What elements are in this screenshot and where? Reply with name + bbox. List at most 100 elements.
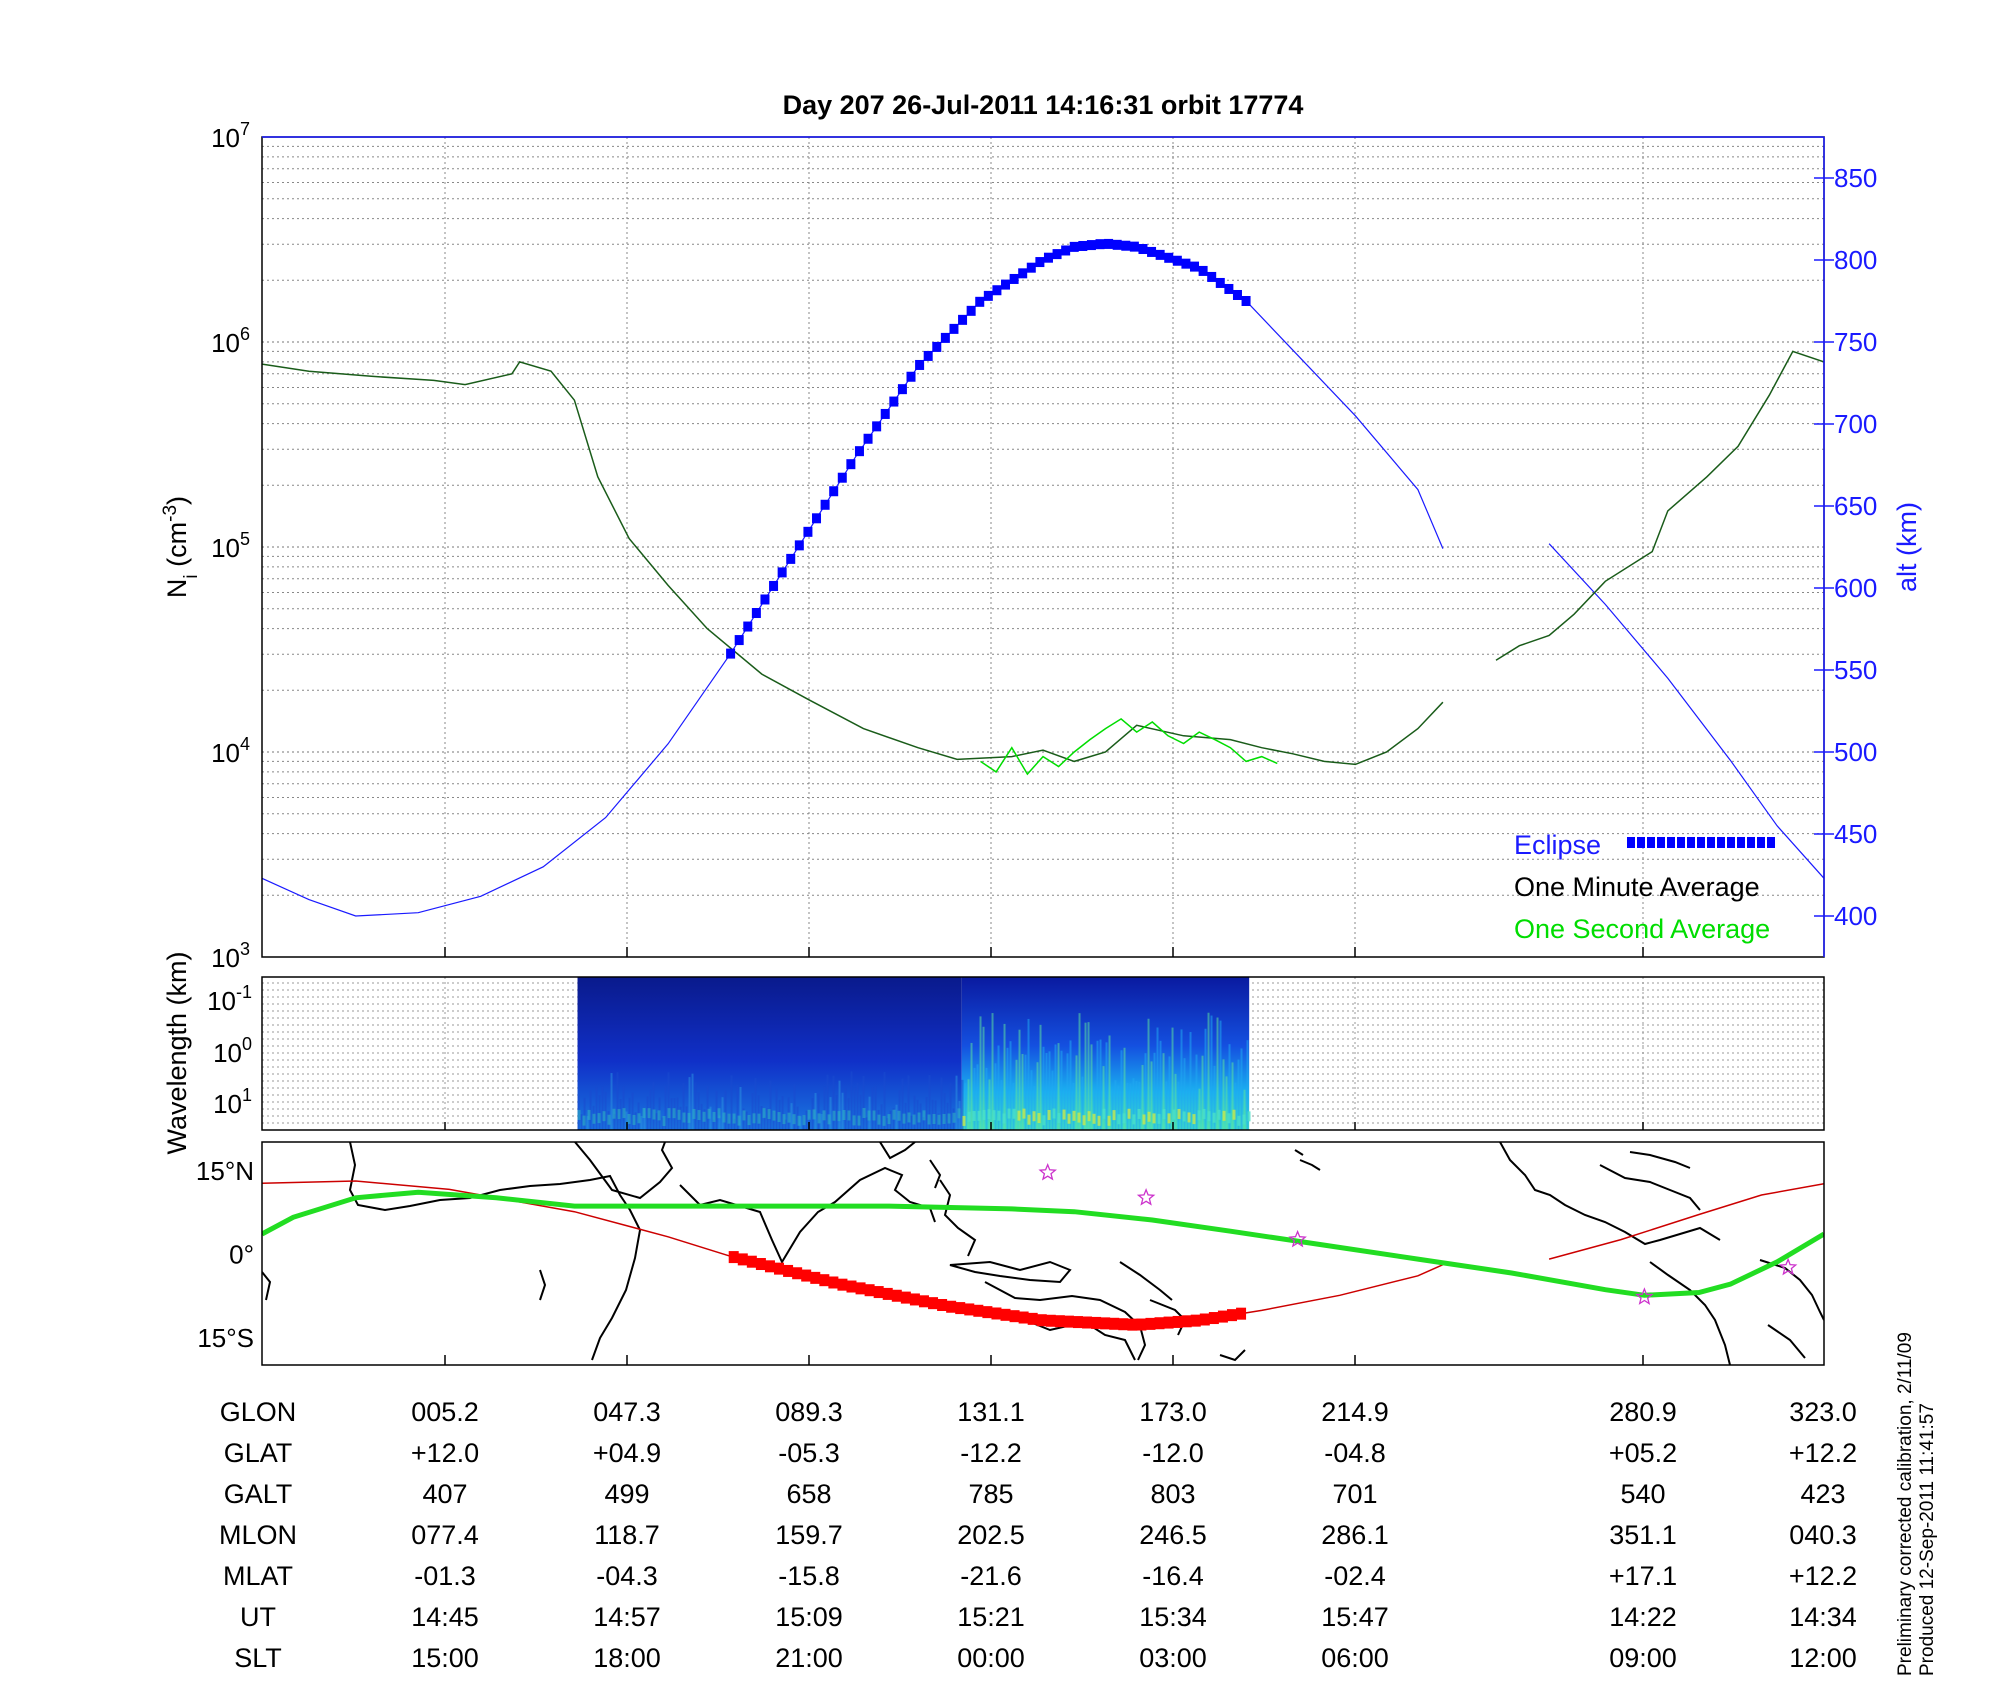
parameter-value: +17.1 [1609, 1561, 1677, 1591]
parameter-value: 00:00 [957, 1643, 1025, 1673]
eclipse-marker [923, 350, 933, 361]
map-star-marker [1288, 1229, 1307, 1248]
map-eclipse-marker [1082, 1316, 1093, 1329]
spectrogram-streak [1243, 1089, 1246, 1130]
spectrogram-streak [1225, 1076, 1228, 1130]
map-eclipse-marker [792, 1267, 803, 1280]
eclipse-marker [1095, 239, 1105, 250]
spectrogram-low-band [867, 1110, 871, 1121]
spectrogram-low-band [1057, 1113, 1061, 1124]
map-eclipse-marker [1054, 1315, 1065, 1328]
y-tick-label: 104 [211, 734, 250, 768]
parameter-value: 15:34 [1139, 1602, 1207, 1632]
spectrogram-streak [598, 1095, 601, 1130]
spectrogram-streak [1156, 1027, 1159, 1130]
eclipse-marker [983, 290, 993, 301]
spectrogram-streak [1099, 1039, 1102, 1130]
wavelength-axis-label: Wavelength (km) [162, 951, 192, 1154]
spectrogram-streak [1114, 1080, 1117, 1130]
map-eclipse-marker [1072, 1316, 1083, 1329]
spectrogram-low-band [617, 1109, 621, 1120]
wavelength-tick-label: 101 [213, 1085, 252, 1119]
spectrogram-streak [865, 1117, 868, 1130]
map-eclipse-marker [1136, 1318, 1147, 1331]
map-eclipse-marker [801, 1269, 812, 1282]
spectrogram-streak [1102, 1066, 1105, 1130]
spectrogram-low-band [1142, 1114, 1146, 1125]
altitude-tick-label: 750 [1834, 327, 1877, 357]
parameter-value: +05.2 [1609, 1438, 1677, 1468]
spectrogram-streak [733, 1118, 736, 1130]
spectrogram-streak [1078, 1013, 1081, 1130]
spectrogram-streak [913, 1095, 916, 1130]
spectrogram-streak [874, 1086, 877, 1130]
map-eclipse-marker [882, 1287, 893, 1300]
spectrogram-streak [805, 1110, 808, 1130]
spectrogram-low-band [977, 1110, 981, 1121]
spectrogram-streak [760, 1106, 763, 1130]
ion-density-y-ticks: 103 104 105 106 107 [211, 119, 250, 973]
spectrogram-streak [925, 1097, 928, 1130]
spectrogram-low-band [792, 1114, 796, 1125]
spectrogram-streak [1210, 1015, 1213, 1130]
legend-swatch [1687, 837, 1695, 848]
eclipse-marker [1069, 241, 1079, 252]
map-eclipse-marker [1208, 1312, 1219, 1325]
eclipse-marker [1043, 252, 1053, 263]
spectrogram-streak [1153, 1052, 1156, 1130]
y-tick-label: 103 [211, 939, 250, 973]
eclipse-marker [794, 540, 804, 551]
spectrogram-streak [1228, 1044, 1231, 1130]
spectrogram-streak [1111, 1088, 1114, 1130]
spectrogram-streak [1093, 1088, 1096, 1130]
eclipse-marker [734, 635, 744, 646]
eclipse-marker [1190, 261, 1200, 272]
spectrogram-streak [790, 1103, 793, 1130]
spectrogram-streak [718, 1115, 721, 1130]
spectrogram-streak [1165, 1081, 1168, 1130]
spectrogram-low-band [577, 1109, 581, 1120]
parameter-value: 15:21 [957, 1602, 1025, 1632]
eclipse-marker [1181, 258, 1191, 269]
eclipse-marker [829, 486, 839, 497]
spectrogram-low-band [942, 1113, 946, 1124]
spectrogram-streak [994, 1063, 997, 1130]
spectrogram-low-band [727, 1113, 731, 1124]
spectrogram-streak [1051, 1070, 1054, 1130]
parameter-value: 323.0 [1789, 1397, 1857, 1427]
spectrogram-streak [838, 1080, 841, 1130]
parameter-value: 131.1 [957, 1397, 1025, 1427]
parameter-value: 14:22 [1609, 1602, 1677, 1632]
spectrogram-streak [1009, 1041, 1012, 1130]
y-tick-label: 107 [211, 119, 250, 153]
eclipse-marker [1129, 241, 1139, 252]
spectrogram-low-band [1062, 1109, 1066, 1120]
spectrogram-streak [1147, 1018, 1150, 1130]
parameter-value: +04.9 [593, 1438, 661, 1468]
produced-timestamp: Produced 12-Sep-2011 11:41:57 [1917, 1403, 1938, 1676]
spectrogram-streak [1141, 1065, 1144, 1130]
spectrogram-streak [667, 1072, 670, 1130]
map-star-marker [1136, 1188, 1156, 1206]
map-eclipse-marker [819, 1274, 830, 1287]
spectrogram-low-band [1037, 1113, 1041, 1124]
map-eclipse-marker [737, 1253, 748, 1266]
spectrogram-streak [976, 1064, 979, 1130]
spectrogram-streak [595, 1087, 598, 1130]
spectrogram-low-band [997, 1110, 1001, 1121]
parameter-value: 246.5 [1139, 1520, 1207, 1550]
spectrogram-low-band [627, 1113, 631, 1124]
altitude-tick-label: 650 [1834, 491, 1877, 521]
eclipse-marker [1164, 252, 1174, 263]
spectrogram-low-band [972, 1111, 976, 1122]
eclipse-marker [915, 359, 925, 370]
spectrogram-streak [1033, 1085, 1036, 1130]
spectrogram-low-band [872, 1110, 876, 1121]
spectrogram-low-band [582, 1115, 586, 1126]
spectrogram-streak [997, 1045, 1000, 1130]
altitude-tick-label: 500 [1834, 737, 1877, 767]
spectrogram-streak [853, 1087, 856, 1130]
altitude-tick-label: 550 [1834, 655, 1877, 685]
map-eclipse-marker [846, 1280, 857, 1293]
spectrogram-streak [1057, 1043, 1060, 1130]
